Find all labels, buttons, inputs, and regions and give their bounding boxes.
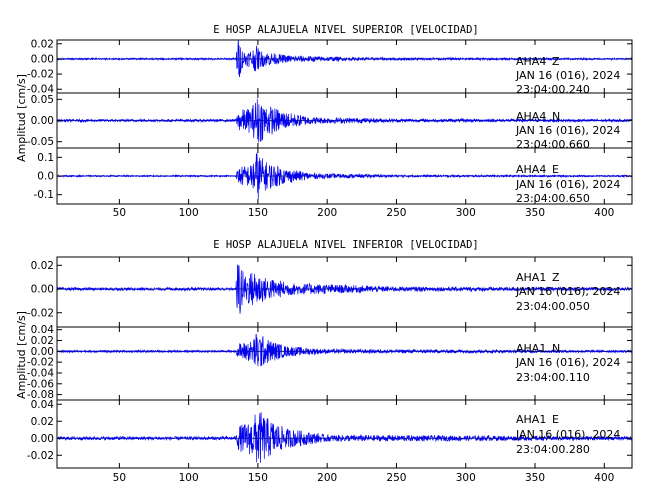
record-time: 23:04:00.110 bbox=[516, 371, 590, 384]
y-tick-label: 0.04 bbox=[31, 324, 55, 336]
x-tick-label: 400 bbox=[594, 207, 614, 219]
station-label: AHA1 bbox=[516, 271, 546, 284]
waveform-trace bbox=[56, 333, 633, 367]
panel-title: E HOSP ALAJUELA NIVEL SUPERIOR [VELOCIDA… bbox=[213, 24, 479, 36]
x-tick-group: 50 100 150 200 250 300 350 400 bbox=[113, 207, 615, 219]
x-tick-label: 150 bbox=[248, 472, 268, 484]
x-tick-label: 150 bbox=[248, 207, 268, 219]
channel-label: E bbox=[552, 413, 559, 426]
record-time: 23:04:00.650 bbox=[516, 192, 590, 205]
record-time: 23:04:00.050 bbox=[516, 300, 590, 313]
y-tick-label: -0.02 bbox=[27, 307, 54, 319]
x-tick-label: 400 bbox=[594, 472, 614, 484]
station-label: AHA1 bbox=[516, 342, 546, 355]
record-time: 23:04:00.660 bbox=[516, 138, 590, 151]
y-tick-label: -0.02 bbox=[27, 450, 54, 462]
y-axis-label: Amplitud [cm/s] bbox=[15, 311, 28, 399]
record-date: JAN 16 (016), 2024 bbox=[515, 428, 620, 441]
record-time: 23:04:00.280 bbox=[516, 443, 590, 456]
record-date: JAN 16 (016), 2024 bbox=[515, 178, 620, 191]
x-tick-label: 350 bbox=[525, 472, 545, 484]
x-tick-label: 350 bbox=[525, 207, 545, 219]
record-time: 23:04:00.240 bbox=[516, 83, 590, 96]
y-tick-label: -0.02 bbox=[27, 357, 54, 369]
waveform-trace bbox=[56, 264, 633, 314]
y-tick-label: 0.02 bbox=[31, 38, 54, 50]
channel-label: E bbox=[552, 163, 559, 176]
x-tick-label: 50 bbox=[113, 472, 126, 484]
subplot-aha1-e: 0.04 0.02 0.00 -0.02 AHA1 E JAN 16 (016), 2… bbox=[27, 399, 633, 469]
y-tick-label: -0.05 bbox=[27, 136, 54, 148]
y-tick-label: 0.05 bbox=[31, 94, 54, 106]
y-tick-label: 0.02 bbox=[31, 416, 54, 428]
y-tick-label: -0.02 bbox=[27, 69, 54, 81]
panel-inferior: E HOSP ALAJUELA NIVEL INFERIOR [VELOCIDA… bbox=[15, 239, 633, 484]
y-tick-label: 0.02 bbox=[31, 260, 54, 272]
station-label: AHA4 bbox=[516, 55, 546, 68]
y-tick-label: 0.00 bbox=[31, 346, 54, 358]
y-tick-label: -0.1 bbox=[34, 189, 55, 201]
x-tick-label: 50 bbox=[113, 207, 126, 219]
y-tick-label: -0.06 bbox=[27, 378, 54, 390]
y-tick-label: 0.1 bbox=[37, 152, 54, 164]
station-label: AHA1 bbox=[516, 413, 546, 426]
y-tick-group: 0.02 0.00 -0.02 bbox=[27, 257, 632, 327]
subplot-aha1-z: 0.020.00-0.02 AHA1 Z JAN 16 (016), 2024 … bbox=[27, 256, 633, 328]
y-tick-group: 0.02 0.00 -0.02 -0.04 bbox=[27, 38, 632, 96]
panel-superior: E HOSP ALAJUELA NIVEL SUPERIOR [VELOCIDA… bbox=[15, 24, 633, 219]
x-tick-label: 250 bbox=[386, 207, 406, 219]
y-tick-label: 0.00 bbox=[31, 284, 54, 296]
channel-label: Z bbox=[552, 271, 560, 284]
waveform-trace bbox=[56, 98, 633, 143]
record-date: JAN 16 (016), 2024 bbox=[515, 356, 620, 369]
plot-frame bbox=[56, 399, 633, 469]
x-tick-group: 50 100 150 200 250 300 350 400 bbox=[113, 472, 615, 484]
y-tick-label: 0.0 bbox=[37, 171, 54, 183]
x-tick-label: 200 bbox=[317, 472, 337, 484]
subplot-aha4-z: 0.02 0.00 -0.02 -0.04 AHA4 Z JAN 16 (016), … bbox=[27, 38, 633, 96]
x-tick-label: 100 bbox=[179, 207, 199, 219]
record-date: JAN 16 (016), 2024 bbox=[515, 69, 620, 82]
y-tick-label: -0.04 bbox=[27, 84, 54, 96]
y-tick-label: -0.04 bbox=[27, 367, 54, 379]
y-tick-label: -0.08 bbox=[27, 389, 54, 401]
y-tick-label: 0.02 bbox=[31, 335, 54, 347]
y-tick-label: 0.00 bbox=[31, 115, 54, 127]
station-label: AHA4 bbox=[516, 163, 546, 176]
y-axis-label: Amplitud [cm/s] bbox=[15, 74, 28, 162]
channel-label: N bbox=[552, 110, 560, 123]
station-label: AHA4 bbox=[516, 110, 546, 123]
y-tick-group: 0.05 0.00 -0.05 bbox=[27, 93, 632, 148]
y-tick-group: 0.040.020.00-0.02-0.04-0.06-0.08 bbox=[27, 324, 632, 401]
waveform-trace bbox=[56, 412, 633, 463]
record-date: JAN 16 (016), 2024 bbox=[515, 285, 620, 298]
x-tick-label: 200 bbox=[317, 207, 337, 219]
waveform-trace bbox=[56, 39, 633, 78]
x-tick-label: 250 bbox=[386, 472, 406, 484]
channel-label: Z bbox=[552, 55, 560, 68]
channel-label: N bbox=[552, 342, 560, 355]
y-tick-group: 0.1 0.0 -0.1 bbox=[34, 148, 632, 204]
waveform-trace bbox=[56, 152, 633, 200]
y-tick-label: 0.04 bbox=[31, 399, 55, 411]
x-tick-label: 100 bbox=[179, 472, 199, 484]
record-date: JAN 16 (016), 2024 bbox=[515, 124, 620, 137]
subplot-aha4-n: 0.050.00-0.05 AHA4 N JAN 16 (016), 2024 … bbox=[27, 92, 633, 151]
y-tick-label: 0.00 bbox=[31, 53, 54, 65]
x-tick-label: 300 bbox=[456, 472, 476, 484]
y-tick-group: 0.04 0.02 0.00 -0.02 bbox=[27, 399, 632, 468]
subplot-aha4-e: 0.1 0.0 -0.1 AHA4 E JAN 16 (016), 2024 23:… bbox=[34, 147, 633, 205]
y-tick-label: 0.00 bbox=[31, 433, 54, 445]
x-tick-label: 300 bbox=[456, 207, 476, 219]
panel-title: E HOSP ALAJUELA NIVEL INFERIOR [VELOCIDA… bbox=[213, 239, 479, 251]
subplot-aha1-n: 0.040.020.00-0.02-0.04-0.06-0.08 AHA1 N … bbox=[27, 324, 633, 401]
